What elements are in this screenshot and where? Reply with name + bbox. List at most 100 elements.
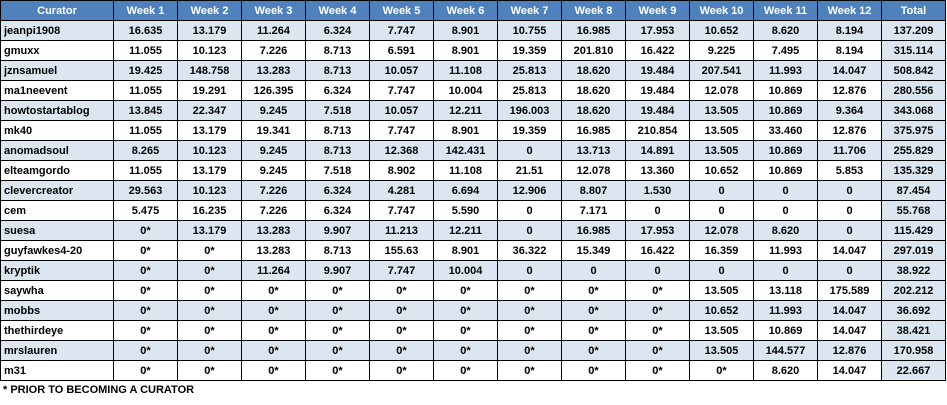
week-cell: 12.078 [561,160,626,181]
week-cell: 7.495 [753,40,818,61]
week-cell: 15.349 [561,240,626,261]
week-cell: 12.211 [433,220,498,241]
week-cell: 0* [433,320,498,341]
week-cell: 14.047 [817,60,882,81]
week-cell: 18.620 [561,60,626,81]
week-cell: 0 [753,200,818,221]
week-cell: 0* [113,320,178,341]
curator-name: clevercreator [0,180,114,201]
week-cell: 8.901 [433,40,498,61]
total-cell: 36.692 [881,300,946,321]
header-cell: Week 11 [753,0,818,21]
week-cell: 11.213 [369,220,434,241]
week-cell: 9.907 [305,220,370,241]
curator-name: m31 [0,360,114,381]
week-cell: 0* [433,360,498,381]
week-cell: 0 [817,180,882,201]
week-cell: 13.179 [177,160,242,181]
week-cell: 11.993 [753,60,818,81]
week-cell: 0* [177,240,242,261]
curator-name: howtostartablog [0,100,114,121]
total-cell: 343.068 [881,100,946,121]
week-cell: 11.055 [113,80,178,101]
week-cell: 8.265 [113,140,178,161]
week-cell: 14.047 [817,320,882,341]
week-cell: 0* [113,240,178,261]
week-cell: 19.484 [625,60,690,81]
week-cell: 7.747 [369,80,434,101]
week-cell: 33.460 [753,120,818,141]
curator-name: cem [0,200,114,221]
header-cell: Week 10 [689,0,754,21]
week-cell: 10.004 [433,80,498,101]
total-cell: 297.019 [881,240,946,261]
table-row: mk40 11.055 13.179 19.341 8.713 7.747 8.901 19.… [0,120,946,141]
week-cell: 0* [561,280,626,301]
week-cell: 21.51 [497,160,562,181]
week-cell: 36.322 [497,240,562,261]
week-cell: 12.368 [369,140,434,161]
week-cell: 16.985 [561,120,626,141]
week-cell: 0* [177,280,242,301]
week-cell: 13.505 [689,280,754,301]
week-cell: 10.123 [177,180,242,201]
week-cell: 11.706 [817,140,882,161]
week-cell: 0* [241,360,306,381]
week-cell: 14.047 [817,300,882,321]
week-cell: 8.713 [305,240,370,261]
week-cell: 0* [241,280,306,301]
header-cell: Curator [0,0,114,21]
week-cell: 10.004 [433,260,498,281]
week-cell: 14.891 [625,140,690,161]
curator-name: kryptik [0,260,114,281]
header-cell: Week 3 [241,0,306,21]
curator-table: Curator Week 1 Week 2 Week 3 Week 4 Week 5 Wee… [0,0,946,381]
week-cell: 0* [433,280,498,301]
week-cell: 196.003 [497,100,562,121]
total-cell: 508.842 [881,60,946,81]
week-cell: 11.264 [241,260,306,281]
week-cell: 0* [305,340,370,361]
week-cell: 13.283 [241,60,306,81]
week-cell: 9.245 [241,100,306,121]
week-cell: 11.108 [433,160,498,181]
week-cell: 8.901 [433,240,498,261]
week-cell: 8.807 [561,180,626,201]
total-cell: 87.454 [881,180,946,201]
week-cell: 0* [241,320,306,341]
week-cell: 10.057 [369,100,434,121]
table-row: clevercreator 29.563 10.123 7.226 6.324 4.281… [0,180,946,201]
table-row: saywha 0* 0* 0* 0* 0* 0* 0* 0* 0* 13.505 13.118 175.… [0,280,946,301]
curator-name: gmuxx [0,40,114,61]
week-cell: 11.055 [113,120,178,141]
week-cell: 13.118 [753,280,818,301]
week-cell: 0* [625,320,690,341]
week-cell: 10.869 [753,160,818,181]
week-cell: 207.541 [689,60,754,81]
week-cell: 0* [433,300,498,321]
week-cell: 6.324 [305,20,370,41]
table-row: kryptik 0* 0* 11.264 9.907 7.747 10.004 0 0 0 0 0 0 3… [0,260,946,281]
week-cell: 16.985 [561,220,626,241]
week-cell: 142.431 [433,140,498,161]
week-cell: 0* [177,300,242,321]
week-cell: 0 [625,260,690,281]
week-cell: 0* [625,360,690,381]
curator-name: suesa [0,220,114,241]
week-cell: 6.324 [305,80,370,101]
table-row: mobbs 0* 0* 0* 0* 0* 0* 0* 0* 0* 10.652 11.993 14.04… [0,300,946,321]
week-cell: 19.425 [113,60,178,81]
week-cell: 0* [305,320,370,341]
total-cell: 375.975 [881,120,946,141]
week-cell: 17.953 [625,20,690,41]
week-cell: 13.179 [177,120,242,141]
week-cell: 0* [497,320,562,341]
week-cell: 13.505 [689,100,754,121]
week-cell: 0* [113,300,178,321]
week-cell: 9.245 [241,160,306,181]
week-cell: 13.360 [625,160,690,181]
week-cell: 0* [113,360,178,381]
week-cell: 0* [689,360,754,381]
week-cell: 0 [817,200,882,221]
week-cell: 0 [689,180,754,201]
